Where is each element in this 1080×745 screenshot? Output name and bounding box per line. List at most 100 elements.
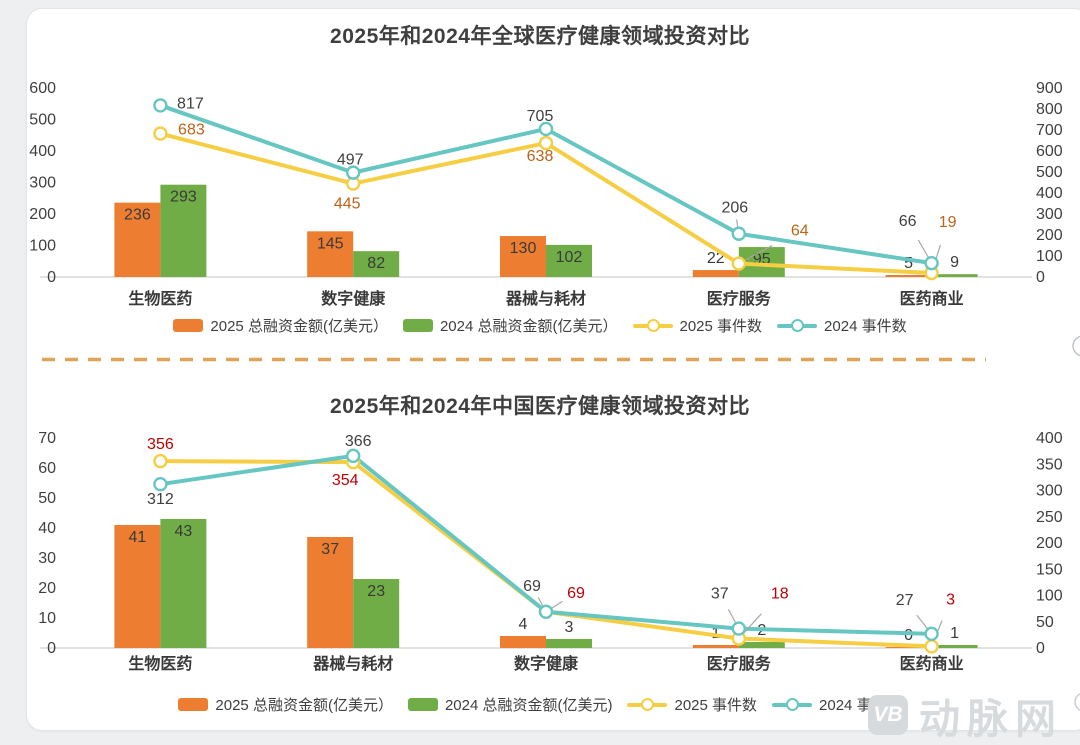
- line-marker: [153, 453, 168, 469]
- chart-title-china: 2025年和2024年中国医疗健康领域投资对比: [330, 395, 750, 418]
- bar-2024: [353, 579, 400, 648]
- right-axis-tick: 500: [1036, 164, 1063, 181]
- left-axis-tick: 30: [38, 550, 56, 567]
- label-leader-line: [745, 244, 773, 261]
- right-axis-tick: 250: [1036, 509, 1063, 526]
- bar-2024: [353, 251, 400, 277]
- watermark-text: 动脉网: [919, 696, 1063, 742]
- category-label: 医疗服务: [707, 654, 772, 673]
- left-axis-tick: 400: [29, 143, 56, 160]
- legend-line-marker: [627, 698, 668, 711]
- bar-value-label: 23: [367, 583, 385, 600]
- legend-item-bar: 2024 总融资金额(亿美元): [407, 694, 613, 715]
- bar-value-label: 37: [321, 541, 339, 558]
- label-leader-line: [743, 613, 762, 634]
- left-axis-tick: 500: [29, 112, 56, 129]
- legend-item-bar: 2024 总融资金额(亿美元）: [402, 315, 618, 336]
- bar-2025: [885, 647, 932, 648]
- category-label: 器械与耗材: [505, 289, 586, 308]
- left-axis-tick: 20: [38, 580, 56, 597]
- bar-value-label: 4: [519, 616, 528, 633]
- left-axis-tick: 10: [38, 610, 56, 627]
- legend-item-bar: 2025 总融资金额(亿美元）: [173, 315, 388, 336]
- right-axis-tick: 400: [1036, 430, 1063, 447]
- legend-bar-swatch: [173, 319, 204, 332]
- bar-2025: [500, 236, 546, 277]
- bar-2025: [500, 636, 546, 648]
- left-axis-tick: 0: [47, 640, 56, 657]
- legend-global: 2025 总融资金额(亿美元） 2024 总融资金额(亿美元） 2025 事件数 20…: [0, 315, 1080, 336]
- bar-2024: [160, 519, 207, 648]
- line-value-label: 817: [177, 95, 204, 112]
- legend-label: 2024 总融资金额(亿美元）: [439, 318, 618, 335]
- bar-value-label: 293: [170, 189, 197, 206]
- line-marker: [924, 255, 939, 271]
- right-axis-tick: 400: [1036, 185, 1063, 202]
- category-label: 数字健康: [321, 289, 386, 308]
- legend-line-marker: [772, 698, 813, 711]
- line-marker: [731, 621, 746, 636]
- bar-value-label: 82: [367, 255, 385, 272]
- line-marker: [924, 626, 939, 642]
- bar-value-label: 9: [950, 254, 959, 271]
- legend-bar-swatch: [178, 698, 209, 711]
- legend-label: 2024 总融资金额(亿美元): [444, 697, 613, 714]
- line-value-label: 66: [899, 213, 917, 230]
- bar-2024: [738, 642, 785, 648]
- left-axis-tick: 40: [38, 520, 56, 537]
- bar-2025: [114, 525, 161, 648]
- line-value-label: 683: [178, 122, 205, 139]
- bar-value-label: 1: [950, 625, 959, 642]
- bar-2025: [307, 231, 354, 277]
- legend-china: 2025 总融资金额(亿美元） 2024 总融资金额(亿美元) 2025 事件数 20…: [0, 694, 1080, 715]
- line-value-label: 497: [337, 152, 364, 169]
- bar-value-label: 145: [317, 235, 344, 252]
- left-axis-tick: 600: [29, 80, 56, 97]
- line-marker: [153, 126, 168, 141]
- bar-value-label: 41: [129, 529, 147, 546]
- watermark-vbdata: VB 动脉网: [868, 685, 1063, 745]
- legend-label: 2025 事件数: [674, 697, 758, 714]
- line-value-label: 705: [527, 108, 554, 125]
- right-axis-tick: 50: [1036, 614, 1054, 631]
- label-leader-line: [727, 609, 738, 625]
- line-value-label: 69: [567, 585, 585, 602]
- legend-bar-swatch: [402, 319, 433, 332]
- line-value-label: 64: [791, 223, 809, 240]
- right-axis-tick: 600: [1036, 143, 1063, 160]
- category-label: 医药商业: [900, 289, 964, 308]
- bar-value-label: 3: [565, 619, 574, 636]
- left-axis-tick: 300: [29, 175, 56, 192]
- legend-item-line: 2025 事件数: [627, 694, 757, 715]
- vb-logo-icon: VB: [868, 695, 908, 735]
- legend-item-line: 2024 事件数: [777, 315, 907, 336]
- bar-2025: [885, 275, 932, 277]
- bar-value-label: 130: [510, 240, 537, 257]
- right-axis-tick: 100: [1036, 248, 1063, 265]
- right-axis-tick: 0: [1036, 269, 1045, 286]
- legend-label: 2025 总融资金额(亿美元）: [215, 697, 393, 714]
- right-axis-tick: 800: [1036, 101, 1063, 118]
- line-value-label: 356: [147, 436, 174, 453]
- legend-bar-swatch: [407, 698, 438, 711]
- line-value-label: 206: [721, 200, 748, 217]
- right-axis-tick: 300: [1036, 206, 1063, 223]
- line-value-label: 3: [946, 591, 955, 608]
- line-value-label: 445: [334, 196, 361, 213]
- bar-value-label: 43: [175, 523, 193, 540]
- left-axis-tick: 200: [29, 206, 56, 223]
- line-marker: [153, 98, 168, 113]
- line-marker: [538, 121, 554, 137]
- line-marker: [538, 135, 554, 151]
- bar-2025: [307, 537, 354, 648]
- bar-2024: [546, 639, 592, 648]
- category-label: 器械与耗材: [312, 654, 393, 673]
- line-marker: [346, 448, 361, 464]
- line-marker: [538, 604, 554, 619]
- bar-2024: [931, 274, 978, 277]
- line-marker: [346, 165, 361, 180]
- line-value-label: 27: [896, 592, 914, 609]
- legend-line-marker: [777, 319, 818, 332]
- line-value-label: 638: [527, 148, 554, 165]
